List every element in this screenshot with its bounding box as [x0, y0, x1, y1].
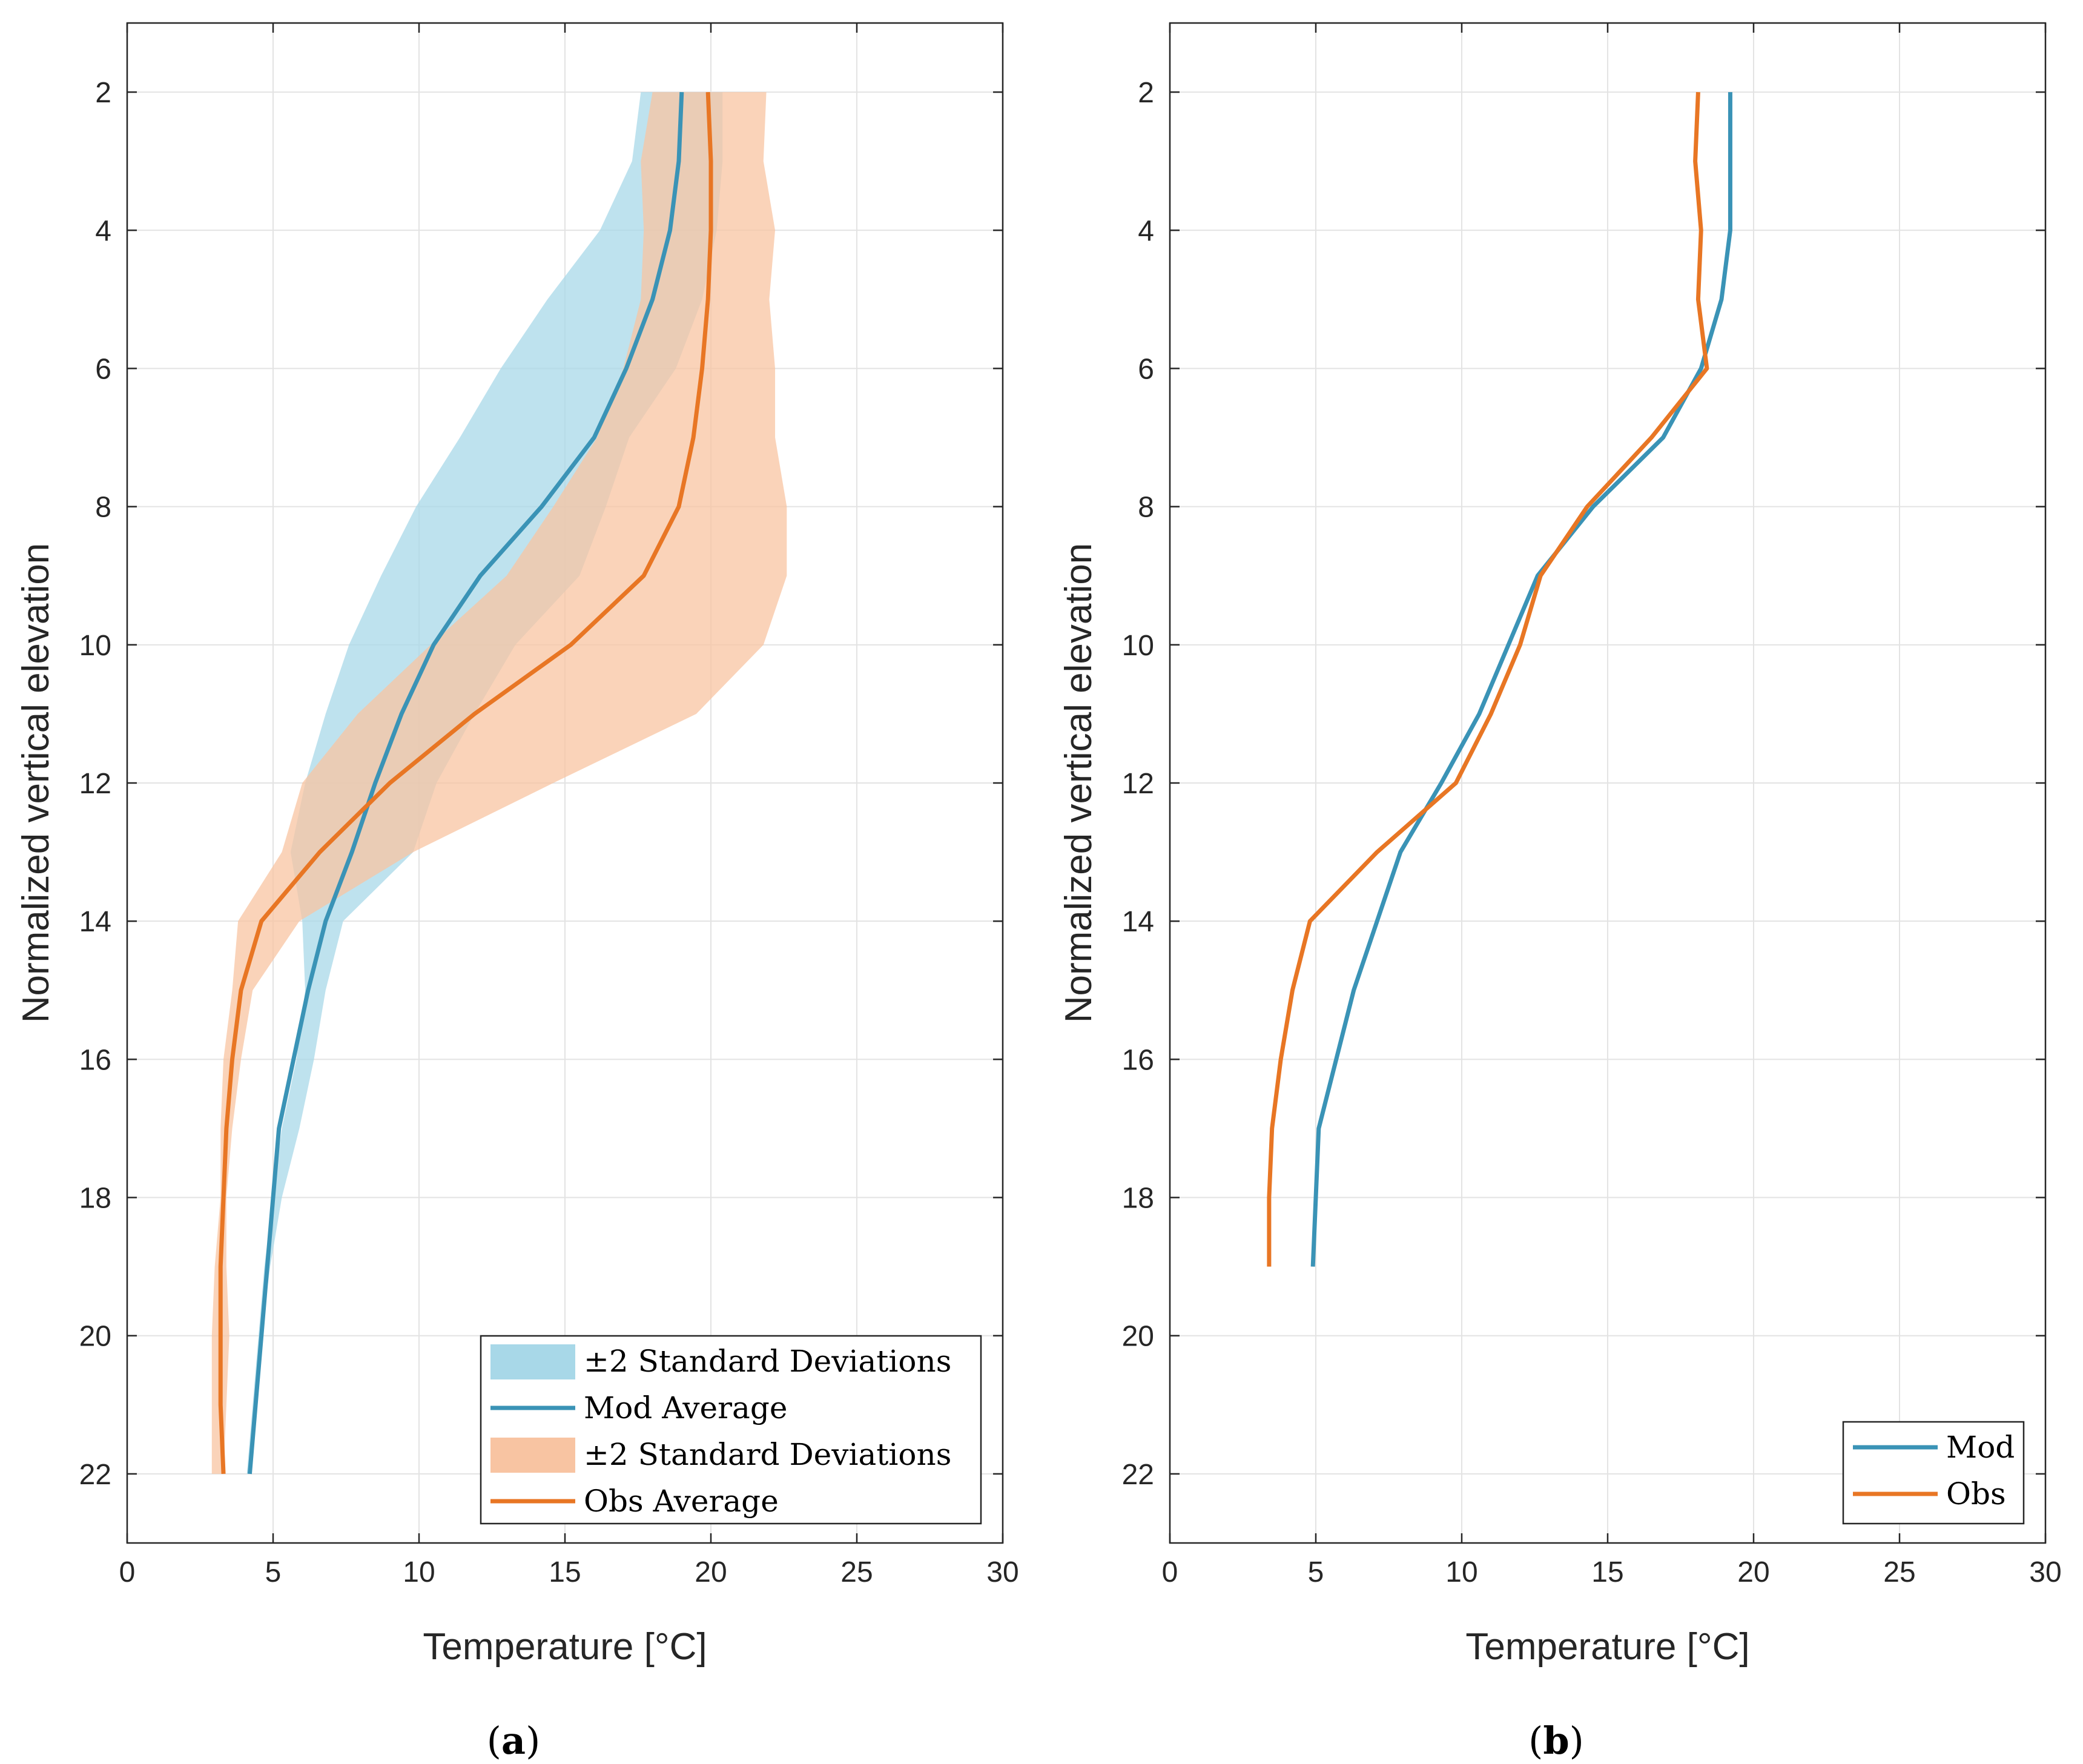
y-tick-label: 14 — [1122, 906, 1154, 938]
legend-swatch-patch — [490, 1344, 575, 1379]
x-tick-label: 25 — [1883, 1556, 1915, 1588]
obs-average-line — [218, 91, 713, 1475]
legend-label: ±2 Standard Deviations — [584, 1344, 951, 1379]
legend-swatch-patch — [490, 1438, 575, 1473]
y-tick-label: 20 — [1122, 1321, 1154, 1353]
y-tick-label: 2 — [95, 77, 111, 109]
x-tick-label: 15 — [549, 1556, 581, 1588]
y-tick-label: 12 — [79, 768, 111, 800]
y-tick-label: 4 — [1138, 215, 1154, 247]
y-tick-label: 6 — [1138, 353, 1154, 385]
legend-label: ±2 Standard Deviations — [584, 1437, 951, 1472]
y-tick-label: 22 — [1122, 1459, 1154, 1491]
y-axis-label: Normalized vertical elevation — [15, 543, 57, 1023]
y-tick-label: 16 — [79, 1044, 111, 1076]
x-tick-label: 20 — [1737, 1556, 1769, 1588]
legend-label: Mod Average — [584, 1390, 787, 1425]
x-tick-label: 0 — [119, 1556, 136, 1588]
x-axis-label: Temperature [°C] — [423, 1626, 707, 1668]
y-tick-label: 6 — [95, 353, 111, 385]
x-axis-label: Temperature [°C] — [1465, 1626, 1749, 1668]
grid — [1170, 23, 2045, 1543]
x-tick-label: 0 — [1162, 1556, 1178, 1588]
obs-line — [1267, 91, 1709, 1267]
legend: ±2 Standard Deviations Mod Average ±2 Stan… — [480, 1335, 982, 1525]
legend-label: Mod — [1946, 1430, 2015, 1465]
x-tick-label: 5 — [265, 1556, 282, 1588]
legend-box — [1842, 1421, 2025, 1525]
y-tick-label: 20 — [79, 1321, 111, 1353]
panel-a: 0 5 10 15 20 25 30 2 4 6 8 10 12 14 16 18 20 22 Temperatur… — [15, 22, 1019, 1763]
legend-label: Obs — [1946, 1476, 2006, 1511]
y-tick-label: 18 — [1122, 1183, 1154, 1215]
y-tick-label: 10 — [1122, 630, 1154, 662]
y-tick-label: 10 — [79, 630, 111, 662]
x-tick-label: 30 — [2029, 1556, 2061, 1588]
x-tick-label: 20 — [695, 1556, 727, 1588]
panel-caption: (a) — [487, 1719, 541, 1763]
grid — [127, 23, 1003, 1543]
panel-b: 0 5 10 15 20 25 30 2 4 6 8 10 12 14 16 18 20 22 Temperatur… — [1058, 22, 2062, 1763]
x-tick-label: 10 — [1445, 1556, 1477, 1588]
mod-line — [1310, 92, 1732, 1267]
y-tick-label: 2 — [1138, 77, 1154, 109]
y-tick-label: 12 — [1122, 768, 1154, 800]
y-tick-label: 14 — [79, 906, 111, 938]
obs-std-band — [211, 92, 787, 1474]
ticks: 0 5 10 15 20 25 30 2 4 6 8 10 12 14 16 18 20 22 — [79, 23, 1019, 1588]
x-tick-label: 30 — [986, 1556, 1018, 1588]
y-tick-label: 18 — [79, 1183, 111, 1215]
y-tick-label: 8 — [1138, 492, 1154, 524]
y-axis-label: Normalized vertical elevation — [1058, 543, 1100, 1023]
panel-caption: (b) — [1528, 1719, 1584, 1763]
legend-label: Obs Average — [584, 1484, 779, 1519]
x-tick-label: 10 — [403, 1556, 435, 1588]
mod-average-line — [247, 91, 684, 1475]
x-tick-label: 5 — [1308, 1556, 1324, 1588]
x-tick-label: 25 — [840, 1556, 873, 1588]
y-tick-label: 16 — [1122, 1044, 1154, 1076]
y-tick-label: 8 — [95, 492, 111, 524]
y-tick-label: 4 — [95, 215, 111, 247]
y-tick-label: 22 — [79, 1459, 111, 1491]
legend: Mod Obs — [1842, 1421, 2025, 1525]
x-tick-label: 15 — [1591, 1556, 1623, 1588]
ticks: 0 5 10 15 20 25 30 2 4 6 8 10 12 14 16 18 20 22 — [1122, 23, 2062, 1588]
